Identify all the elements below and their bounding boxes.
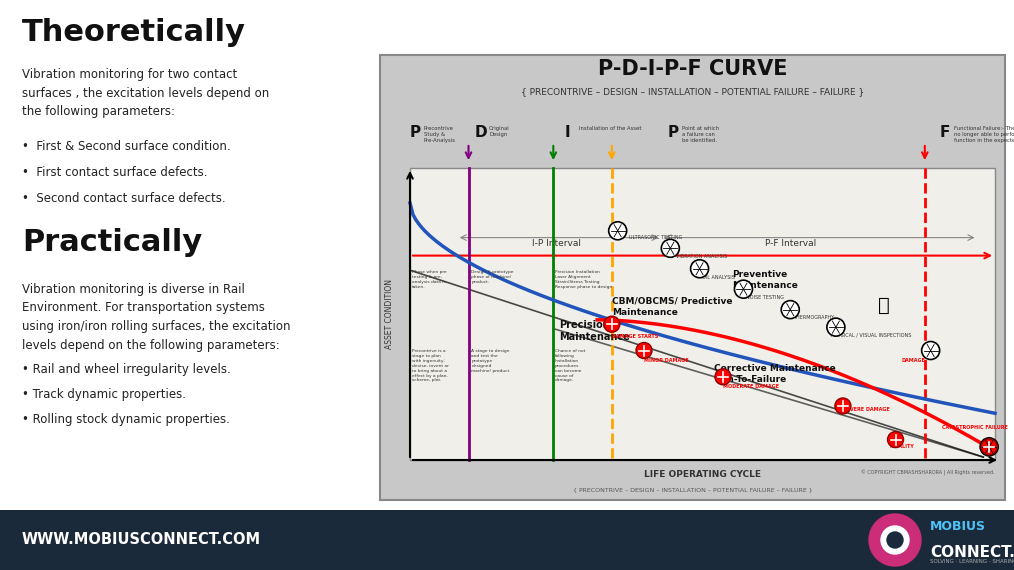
Text: P: P bbox=[668, 125, 679, 140]
Text: { PRECONTRIVE – DESIGN – INSTALLATION – POTENTIAL FAILURE – FAILURE }: { PRECONTRIVE – DESIGN – INSTALLATION – … bbox=[521, 87, 864, 96]
Text: ULTRASONIC TESTING: ULTRASONIC TESTING bbox=[630, 235, 682, 240]
Text: PRECONTRIVE is a stage which we forget and make mistakes in designing.: PRECONTRIVE is a stage which we forget a… bbox=[380, 512, 897, 526]
Text: MODERATE DAMAGE: MODERATE DAMAGE bbox=[723, 384, 779, 389]
Text: Point at which
a failure can
be identified.: Point at which a failure can be identifi… bbox=[682, 126, 719, 144]
Text: •  First & Second surface condition.: • First & Second surface condition. bbox=[22, 140, 230, 153]
Text: I: I bbox=[565, 125, 571, 140]
Circle shape bbox=[887, 532, 903, 548]
Text: SEVERE DAMAGE: SEVERE DAMAGE bbox=[843, 408, 889, 413]
Text: • Rail and wheel irregularity levels.: • Rail and wheel irregularity levels. bbox=[22, 363, 231, 376]
Text: Preventive
Maintenance: Preventive Maintenance bbox=[732, 270, 798, 290]
Circle shape bbox=[982, 439, 997, 455]
Circle shape bbox=[603, 316, 620, 332]
Polygon shape bbox=[877, 554, 900, 564]
Text: MOBIUS: MOBIUS bbox=[930, 520, 986, 533]
Text: © COPYRIGHT CBMASHSHARORA | All Rights reserved.: © COPYRIGHT CBMASHSHARORA | All Rights r… bbox=[861, 470, 995, 476]
Text: Precontrive is a
stage to plan
with ingenuity;
devise, invent or
to bring about : Precontrive is a stage to plan with inge… bbox=[412, 349, 449, 382]
Text: Vibration monitoring for two contact
surfaces , the excitation levels depend on
: Vibration monitoring for two contact sur… bbox=[22, 68, 270, 118]
Text: WWW.MOBIUSCONNECT.COM: WWW.MOBIUSCONNECT.COM bbox=[22, 532, 262, 548]
Bar bbox=[0, 510, 1014, 570]
Text: CATASTROPHIC FAILURE: CATASTROPHIC FAILURE bbox=[942, 425, 1008, 430]
Text: DAMAGE: DAMAGE bbox=[901, 358, 925, 363]
Text: Phase when pre
testing & pre-
analysis data is
taken.: Phase when pre testing & pre- analysis d… bbox=[412, 270, 447, 289]
Text: •  Second contact surface defects.: • Second contact surface defects. bbox=[22, 192, 226, 205]
Circle shape bbox=[887, 431, 903, 447]
Text: NOISE TESTING: NOISE TESTING bbox=[746, 295, 785, 300]
Bar bbox=[380, 55, 1005, 500]
Text: • Track dynamic properties.: • Track dynamic properties. bbox=[22, 388, 186, 401]
Circle shape bbox=[715, 369, 731, 385]
Text: • Rolling stock dynamic properties.: • Rolling stock dynamic properties. bbox=[22, 413, 230, 426]
Text: Precision Installation
Laser Alignment
Strain/Stress Testing
Response phase to d: Precision Installation Laser Alignment S… bbox=[555, 270, 612, 289]
Text: MINOR DAMAGE: MINOR DAMAGE bbox=[644, 358, 689, 363]
Text: Theoretically: Theoretically bbox=[22, 18, 246, 47]
Text: F: F bbox=[940, 125, 950, 140]
Text: Precontrive
Study &
Pre-Analysis: Precontrive Study & Pre-Analysis bbox=[424, 126, 456, 144]
Text: A stage to design
and test the
prototype
designed
machine/ product.: A stage to design and test the prototype… bbox=[472, 349, 511, 373]
Text: •  First contact surface defects.: • First contact surface defects. bbox=[22, 166, 208, 179]
Text: OIL ANALYSIS: OIL ANALYSIS bbox=[703, 275, 735, 279]
Circle shape bbox=[981, 438, 998, 456]
Circle shape bbox=[826, 318, 845, 336]
Text: D: D bbox=[475, 125, 488, 140]
Text: 🔥: 🔥 bbox=[878, 296, 889, 315]
Text: SOLVING · LEARNING · SHARING: SOLVING · LEARNING · SHARING bbox=[930, 559, 1014, 564]
Circle shape bbox=[691, 260, 709, 278]
Text: FATALITY: FATALITY bbox=[889, 444, 915, 449]
Text: CONNECT.: CONNECT. bbox=[930, 545, 1014, 560]
Circle shape bbox=[881, 526, 909, 554]
Text: THERMOGRAPHY: THERMOGRAPHY bbox=[793, 315, 835, 320]
Circle shape bbox=[835, 398, 851, 414]
Text: P: P bbox=[410, 125, 421, 140]
Text: Chance of not
following
Installation
procedures
can become
cause of
damage.: Chance of not following Installation pro… bbox=[555, 349, 585, 382]
Circle shape bbox=[869, 514, 921, 566]
Text: Practically: Practically bbox=[22, 228, 202, 257]
Text: I-P Interval: I-P Interval bbox=[531, 239, 581, 247]
Text: Original
Design: Original Design bbox=[489, 126, 510, 137]
Text: DAMAGE STARTS: DAMAGE STARTS bbox=[611, 335, 658, 340]
Text: Installation of the Asset: Installation of the Asset bbox=[579, 126, 642, 131]
Circle shape bbox=[661, 239, 679, 257]
Text: Vibration monitoring is diverse in Rail
Environment. For transportation systems
: Vibration monitoring is diverse in Rail … bbox=[22, 283, 290, 352]
Text: Corrective Maintenance
Run-To-Failure: Corrective Maintenance Run-To-Failure bbox=[714, 364, 836, 384]
Circle shape bbox=[781, 300, 799, 319]
Text: Design & prototype
phase of machine/
product.: Design & prototype phase of machine/ pro… bbox=[472, 270, 514, 284]
Circle shape bbox=[922, 341, 940, 360]
Bar bbox=[410, 168, 995, 460]
Text: CBM/OBCMS/ Predictive
Maintenance: CBM/OBCMS/ Predictive Maintenance bbox=[611, 296, 732, 316]
Circle shape bbox=[636, 343, 652, 359]
Text: VIBRATION ANALYSIS: VIBRATION ANALYSIS bbox=[676, 254, 727, 259]
Text: PHYSICAL / VISUAL INSPECTIONS: PHYSICAL / VISUAL INSPECTIONS bbox=[831, 333, 912, 338]
Text: Precision
Maintenance: Precision Maintenance bbox=[559, 320, 630, 342]
Text: LIFE OPERATING CYCLE: LIFE OPERATING CYCLE bbox=[644, 470, 760, 479]
Text: P-D-I-P-F CURVE: P-D-I-P-F CURVE bbox=[597, 59, 787, 79]
Circle shape bbox=[734, 280, 752, 298]
Text: ASSET CONDITION: ASSET CONDITION bbox=[385, 279, 394, 349]
Text: P-F Interval: P-F Interval bbox=[765, 239, 816, 247]
Circle shape bbox=[608, 222, 627, 240]
Text: Functional Failure:- The asset is
no longer able to perform its
function in the : Functional Failure:- The asset is no lon… bbox=[954, 126, 1014, 144]
Text: { PRECONTRIVE – DESIGN – INSTALLATION – POTENTIAL FAILURE – FAILURE }: { PRECONTRIVE – DESIGN – INSTALLATION – … bbox=[573, 487, 812, 492]
